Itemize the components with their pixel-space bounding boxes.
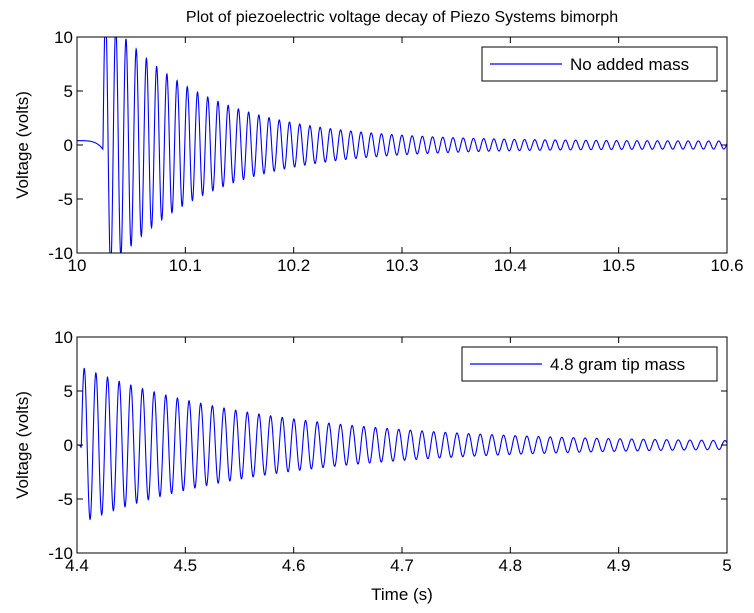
chart-top-x-tick-label: 10.1 xyxy=(169,256,202,275)
chart-bottom-y-tick-label: -5 xyxy=(58,490,73,509)
chart-top-x-tick-label: 10.2 xyxy=(277,256,310,275)
chart-top-x-tick-label: 10.5 xyxy=(602,256,635,275)
chart-top-x-tick-label: 10.6 xyxy=(710,256,743,275)
chart-bottom-legend: 4.8 gram tip mass xyxy=(461,346,718,382)
chart-top: Plot of piezoelectric voltage decay of P… xyxy=(13,9,744,275)
chart-bottom-ticks: 4.4 4.5 4.6 4.7 4.8 4.9 5 10 5 0 -5 -10 xyxy=(48,328,731,575)
chart-bottom-x-axis-label: Time (s) xyxy=(371,585,433,604)
chart-bottom-x-tick-label: 4.6 xyxy=(282,556,306,575)
chart-bottom-series-layer xyxy=(77,367,727,521)
chart-bottom-y-tick-label: 5 xyxy=(64,382,73,401)
chart-bottom-x-tick-label: 5 xyxy=(722,556,731,575)
chart-top-x-tick-label: 10 xyxy=(68,256,87,275)
chart-top-x-tick-label: 10.3 xyxy=(385,256,418,275)
chart-bottom-y-tick-label: 10 xyxy=(54,328,73,347)
chart-top-y-tick-label: 10 xyxy=(54,28,73,47)
chart-bottom-y-tick-label: -10 xyxy=(48,544,73,563)
chart-top-series-layer xyxy=(77,37,727,253)
chart-bottom-x-tick-label: 4.4 xyxy=(65,556,89,575)
chart-bottom-x-tick-label: 4.5 xyxy=(174,556,198,575)
chart-bottom-legend-label: 4.8 gram tip mass xyxy=(550,355,685,374)
chart-top-legend-label: No added mass xyxy=(570,55,689,74)
chart-top-ticks: 10 10.1 10.2 10.3 10.4 10.5 10.6 10 5 0 -5 -10 xyxy=(48,28,743,275)
chart-top-y-tick-label: 0 xyxy=(64,136,73,155)
chart-top-y-tick-label: -5 xyxy=(58,190,73,209)
chart-bottom-x-tick-label: 4.7 xyxy=(390,556,414,575)
chart-bottom-x-tick-label: 4.9 xyxy=(607,556,631,575)
chart-top-y-tick-label: -10 xyxy=(48,244,73,263)
chart-top-legend: No added mass xyxy=(481,46,718,82)
chart-bottom: Voltage (volts) Time (s) 4.4 4.5 4.6 4.7 4.8… xyxy=(13,328,732,604)
chart-top-title: Plot of piezoelectric voltage decay of P… xyxy=(186,9,618,26)
chart-bottom-y-tick-label: 0 xyxy=(64,436,73,455)
chart-top-x-tick-label: 10.4 xyxy=(494,256,527,275)
chart-bottom-series-0-line xyxy=(77,367,727,521)
chart-top-y-axis-label: Voltage (volts) xyxy=(13,91,32,199)
chart-top-y-tick-label: 5 xyxy=(64,82,73,101)
chart-top-series-0-line xyxy=(77,37,727,253)
chart-bottom-y-axis-label: Voltage (volts) xyxy=(13,391,32,499)
chart-bottom-x-tick-label: 4.8 xyxy=(499,556,523,575)
